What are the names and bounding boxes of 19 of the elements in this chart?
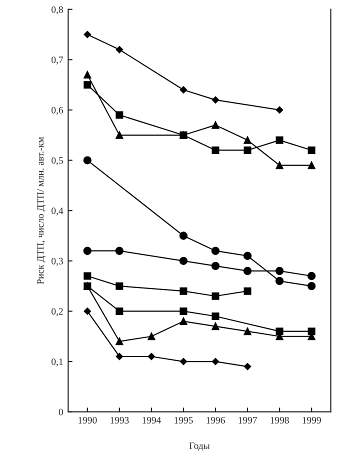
y-tick-label: 0,6 [52, 106, 64, 115]
x-tick-label: 1999 [302, 417, 321, 424]
x-tick-label: 1997 [238, 417, 257, 424]
x-tick-label: 1995 [174, 417, 193, 424]
x-tick-label: 1990 [78, 416, 97, 424]
x-tick-label: 1994 [142, 417, 162, 424]
y-tick-label: 0,8 [52, 6, 63, 14]
x-tick-label: 1996 [206, 417, 225, 424]
y-axis-title: Риск ДТП, число ДТП/ млн. авт.-км [37, 137, 46, 284]
y-tick-label: 0,4 [52, 208, 64, 216]
y-tick-label: 0,3 [52, 258, 63, 266]
x-tick-label: 1998 [270, 416, 289, 424]
x-tick-label: 1993 [110, 417, 129, 424]
y-tick-label: 0,7 [52, 56, 64, 65]
y-tick-label: 0,2 [52, 308, 63, 316]
y-tick-label: 0 [58, 408, 63, 416]
y-tick-label: 0,5 [52, 157, 63, 166]
x-axis-title: Годы [189, 442, 210, 451]
y-tick-label: 0,1 [52, 358, 63, 366]
